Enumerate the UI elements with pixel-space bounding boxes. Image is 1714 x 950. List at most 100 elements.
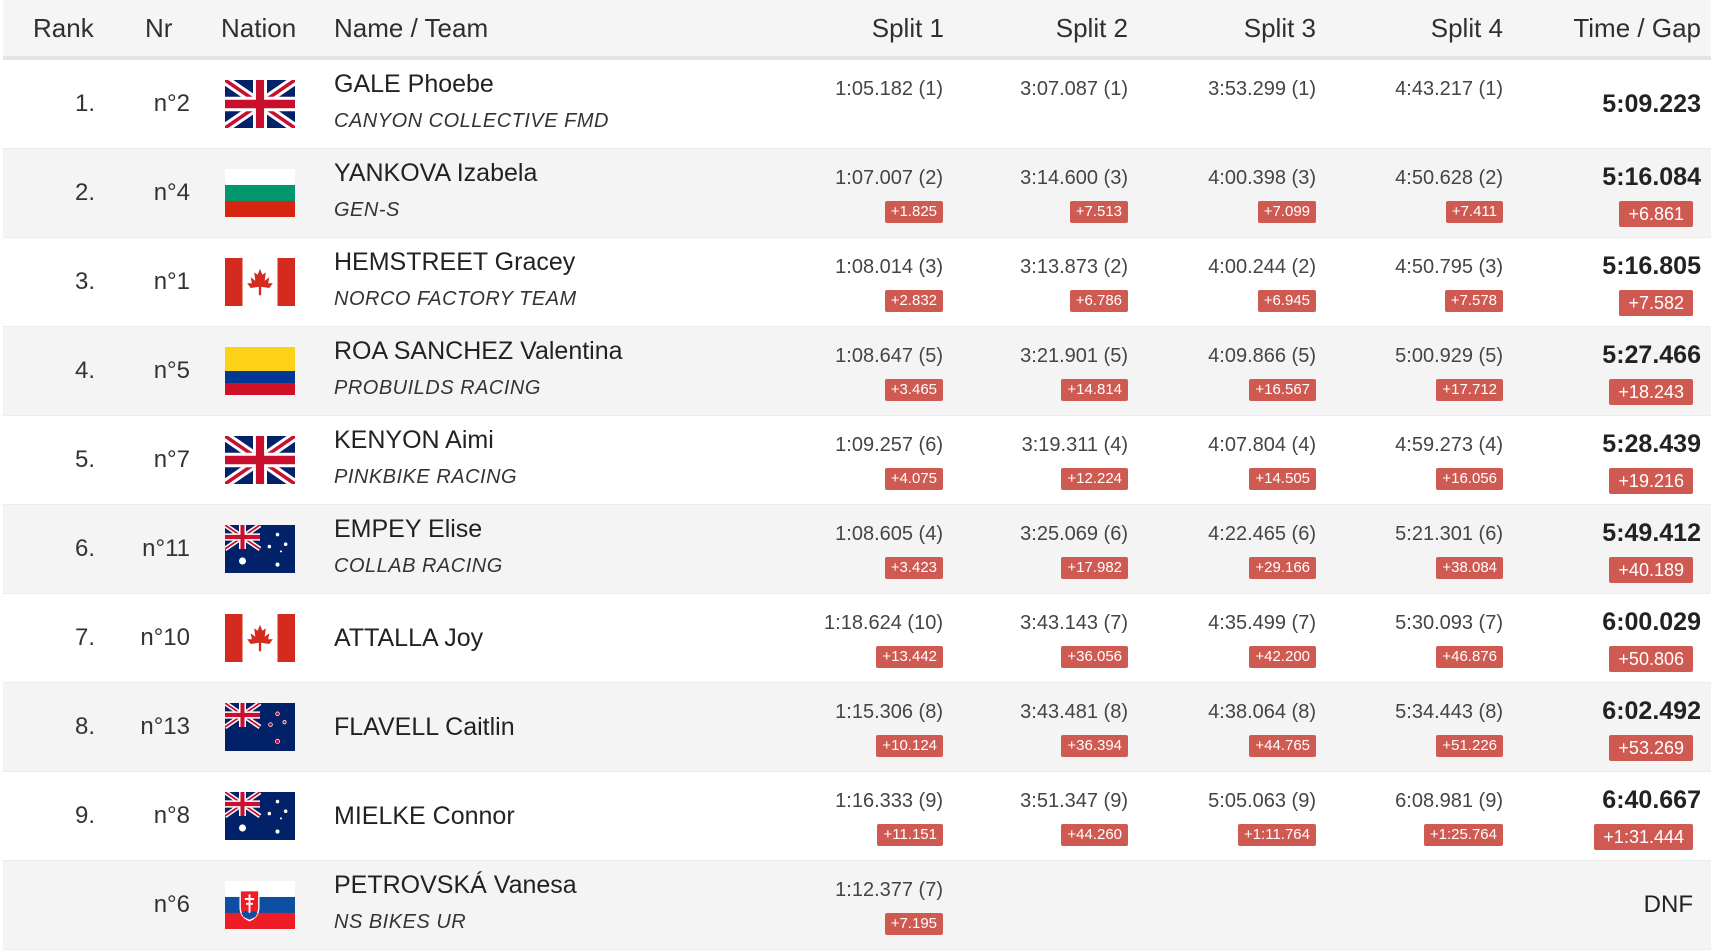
table-row[interactable]: 4. n°5 ROA SANCHEZ Valentina PROBUILDS RACI… <box>3 327 1711 416</box>
rider-name[interactable]: GALE Phoebe <box>334 70 494 98</box>
split-time: 1:08.647 (5) <box>835 345 943 367</box>
rider-name[interactable]: YANKOVA Izabela <box>334 159 538 187</box>
table-row[interactable]: 5. n°7 KENYON Aimi PINKBIKE RACING 1:09.257 … <box>3 416 1711 505</box>
total-time: 5:16.805 <box>1602 252 1701 280</box>
header-split-1[interactable]: Split 1 <box>871 13 944 43</box>
split-time: 4:07.804 (4) <box>1208 434 1316 456</box>
split-2-cell: 3:14.600 (3) +7.513 <box>928 149 1128 237</box>
header-nation[interactable]: Nation <box>221 13 297 43</box>
header-rank[interactable]: Rank <box>33 13 94 43</box>
flag-col-icon <box>225 347 295 395</box>
total-time-cell: 6:40.667 +1:31.444 <box>1453 772 1701 860</box>
split-gap-badge: +29.166 <box>1249 557 1316 579</box>
total-time: 5:27.466 <box>1602 341 1701 369</box>
rider-name[interactable]: EMPEY Elise <box>334 515 483 543</box>
table-row[interactable]: 2. n°4 YANKOVA Izabela GEN-S 1:07.007 (2) +1.… <box>3 149 1711 238</box>
rider-name[interactable]: ATTALLA Joy <box>334 624 484 652</box>
split-time: 5:30.093 (7) <box>1395 612 1503 634</box>
split-time: 4:50.795 (3) <box>1395 256 1503 278</box>
header-split-2[interactable]: Split 2 <box>1055 13 1128 43</box>
split-time: 3:53.299 (1) <box>1208 78 1316 100</box>
total-gap-badge: +53.269 <box>1609 735 1693 761</box>
split-time: 6:08.981 (9) <box>1395 790 1503 812</box>
split-3-cell: 4:22.465 (6) +29.166 <box>1116 505 1316 593</box>
flag-gbr-icon <box>222 432 298 488</box>
rider-name[interactable]: FLAVELL Caitlin <box>334 713 515 741</box>
rank-cell: 8. <box>74 713 95 740</box>
flag-can-icon <box>225 614 295 662</box>
split-gap-badge: +12.224 <box>1061 468 1128 490</box>
bib-number-cell: n°6 <box>153 891 190 918</box>
total-gap-badge: +19.216 <box>1609 468 1693 494</box>
table-row[interactable]: 7. n°10 ATTALLA Joy 1:18.624 (10) +13.442 3:4… <box>3 594 1711 683</box>
header-nr[interactable]: Nr <box>145 13 173 43</box>
split-4-cell: 4:43.217 (1) <box>1303 60 1503 148</box>
split-gap-badge: +7.513 <box>1069 201 1128 223</box>
split-gap-badge: +17.712 <box>1436 379 1503 401</box>
header-split-3[interactable]: Split 3 <box>1243 13 1316 43</box>
total-gap-badge: +50.806 <box>1609 646 1693 672</box>
total-time-cell: 6:00.029 +50.806 <box>1453 594 1701 682</box>
bib-number-cell: n°1 <box>153 268 190 295</box>
table-row[interactable]: 3. n°1 HEMSTREET Gracey NORCO FACTORY TEAM 1… <box>3 238 1711 327</box>
split-time: 4:22.465 (6) <box>1208 523 1316 545</box>
split-2-cell: 3:43.143 (7) +36.056 <box>928 594 1128 682</box>
rider-name[interactable]: KENYON Aimi <box>334 426 494 454</box>
split-time: 4:38.064 (8) <box>1208 701 1316 723</box>
split-time: 4:50.628 (2) <box>1395 167 1503 189</box>
split-time: 3:07.087 (1) <box>1020 78 1128 100</box>
split-2-cell: 3:21.901 (5) +14.814 <box>928 327 1128 415</box>
split-3-cell: 4:07.804 (4) +14.505 <box>1116 416 1316 504</box>
split-gap-badge: +2.832 <box>884 290 943 312</box>
flag-svk-icon <box>225 881 295 929</box>
bib-number-cell: n°5 <box>153 357 190 384</box>
flag-bul-icon <box>225 169 295 217</box>
table-row[interactable]: 9. n°8 MIELKE Connor 1:16.333 (9) +11.151 3:5… <box>3 772 1711 861</box>
rider-name[interactable]: HEMSTREET Gracey <box>334 248 576 276</box>
split-1-cell: 1:08.647 (5) +3.465 <box>743 327 943 415</box>
split-gap-badge: +11.151 <box>877 824 943 846</box>
team-name: NORCO FACTORY TEAM <box>334 288 577 310</box>
rider-name[interactable]: ROA SANCHEZ Valentina <box>334 337 623 365</box>
split-gap-badge: +16.567 <box>1249 379 1316 401</box>
split-time: 5:21.301 (6) <box>1395 523 1503 545</box>
split-3-cell <box>1116 861 1316 949</box>
total-time-cell: 5:28.439 +19.216 <box>1453 416 1701 504</box>
table-row[interactable]: n°6 PETROVSKÁ Vanesa NS BIKES UR 1:12.377 (… <box>3 861 1711 950</box>
bib-number-cell: n°10 <box>140 624 190 651</box>
split-3-cell: 4:09.866 (5) +16.567 <box>1116 327 1316 415</box>
split-time: 5:05.063 (9) <box>1208 790 1316 812</box>
split-gap-badge: +44.765 <box>1249 735 1316 757</box>
table-row[interactable]: 6. n°11 EMPEY Elise COLLAB RACING 1:08.605 (… <box>3 505 1711 594</box>
total-time: 5:09.223 <box>1602 90 1701 118</box>
table-row[interactable]: 8. n°13 FLAVELL Caitlin 1:15.306 (8) +10.124… <box>3 683 1711 772</box>
split-gap-badge: +42.200 <box>1249 646 1316 668</box>
split-gap-badge: +13.442 <box>876 646 943 668</box>
header-split-4[interactable]: Split 4 <box>1430 13 1503 43</box>
rider-name[interactable]: MIELKE Connor <box>334 802 515 830</box>
split-time: 4:59.273 (4) <box>1395 434 1503 456</box>
total-time-cell: 6:02.492 +53.269 <box>1453 683 1701 771</box>
split-time: 3:13.873 (2) <box>1020 256 1128 278</box>
header-name-team[interactable]: Name / Team <box>334 13 489 43</box>
split-time: 5:34.443 (8) <box>1395 701 1503 723</box>
split-gap-badge: +1:11.764 <box>1237 824 1316 846</box>
rider-name[interactable]: PETROVSKÁ Vanesa <box>334 871 577 899</box>
split-4-cell: 5:21.301 (6) +38.084 <box>1303 505 1503 593</box>
split-gap-badge: +17.982 <box>1061 557 1128 579</box>
total-gap-badge: +6.861 <box>1619 201 1693 227</box>
split-gap-badge: +6.786 <box>1069 290 1128 312</box>
split-time: 4:35.499 (7) <box>1208 612 1316 634</box>
split-4-cell: 4:50.795 (3) +7.578 <box>1303 238 1503 326</box>
total-time-cell: 5:09.223 <box>1453 60 1701 148</box>
header-time-gap[interactable]: Time / Gap <box>1573 13 1701 43</box>
split-gap-badge: +16.056 <box>1436 468 1503 490</box>
rank-cell: 1. <box>74 90 95 117</box>
table-header: Rank Nr Nation Name / Team Split 1 Split… <box>3 0 1711 60</box>
total-gap-badge: +40.189 <box>1609 557 1693 583</box>
split-4-cell: 5:34.443 (8) +51.226 <box>1303 683 1503 771</box>
rank-cell: 7. <box>74 624 95 651</box>
split-1-cell: 1:12.377 (7) +7.195 <box>743 861 943 949</box>
total-gap-badge: +7.582 <box>1619 290 1693 316</box>
table-row[interactable]: 1. n°2 GALE Phoebe CANYON COLLECTIVE FMD 1:0… <box>3 60 1711 149</box>
